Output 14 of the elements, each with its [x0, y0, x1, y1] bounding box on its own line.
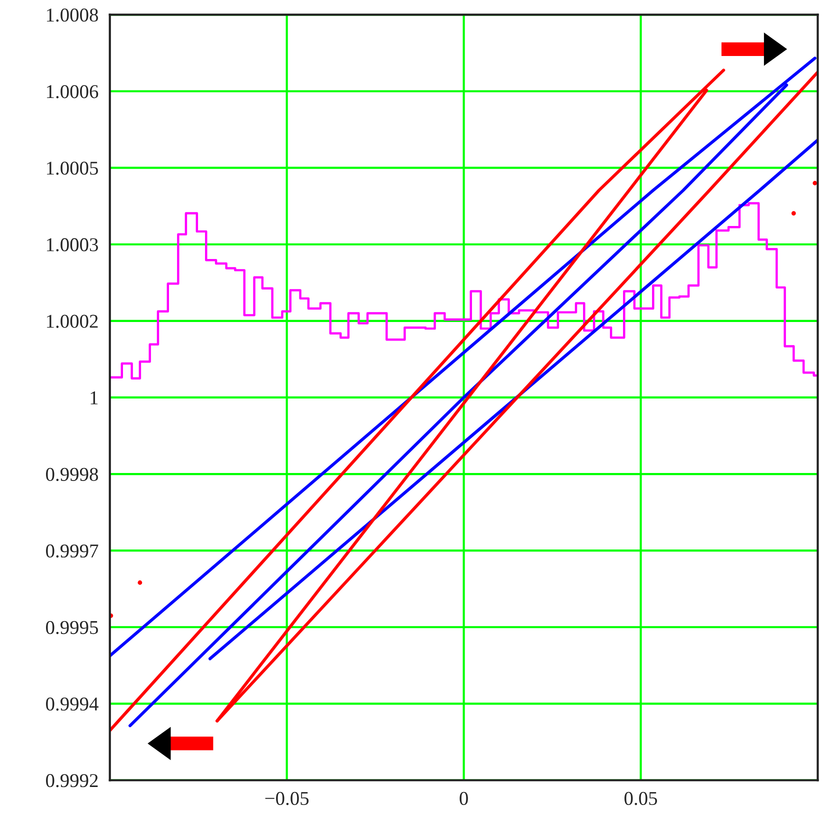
- y-tick-label: 0.9995: [46, 620, 98, 634]
- x-tick-label: 0.05: [624, 792, 658, 806]
- y-tick-label: 0.9997: [46, 544, 98, 558]
- x-tick-label: −0.05: [265, 792, 309, 806]
- x-tick-label: 0: [460, 792, 468, 806]
- y-tick-label: 1.0006: [46, 85, 98, 98]
- y-tick-label: 1.0008: [46, 8, 98, 22]
- y-tick-label: 1.0003: [46, 238, 98, 252]
- y-tick-label: 1: [90, 391, 98, 404]
- y-tick-label: 1.0002: [46, 314, 98, 328]
- y-tick-label: 1.0005: [46, 162, 98, 175]
- y-tick-label: 0.9992: [46, 774, 98, 788]
- y-tick-label: 0.9998: [46, 468, 98, 482]
- y-tick-label: 0.9994: [46, 698, 98, 711]
